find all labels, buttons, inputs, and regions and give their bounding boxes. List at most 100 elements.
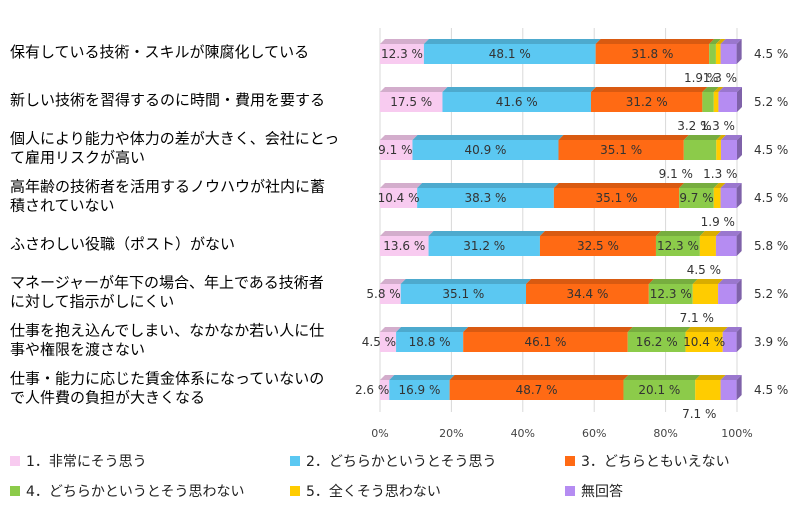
bar-segment-top [553,183,685,188]
bar-segment [400,284,527,304]
bar-segment-top [702,87,719,92]
data-label: 12.3 % [650,287,692,301]
data-label: 4.5 % [362,335,396,349]
bar-segment [442,92,591,112]
bar-side [736,183,742,208]
bar-segment [389,380,450,400]
legend-label: 1．非常にそう思う [26,454,147,470]
bar-segment [412,140,559,160]
bar-segment [720,140,737,160]
data-label: 12.3 % [657,239,699,253]
bar-segment [595,44,710,64]
data-label: 4.5 % [754,383,788,397]
legend-label: 3．どちらともいえない [581,454,730,470]
data-label: 1.3 % [703,71,737,85]
bar-segment-top [679,183,719,188]
legend-label: 5．全くそう思わない [306,483,441,500]
bar-segment-top [648,279,698,284]
category-label: 積されていない [10,197,115,215]
bar-segment-top [590,87,708,92]
category-label: 事や権限を渡さない [10,341,145,359]
category-label: マネージャーが年下の場合、年上である技術者 [10,274,324,292]
data-label: 3.2 % [677,119,711,133]
data-label: 1.3 % [703,167,737,181]
bar-segment-top [428,231,545,236]
legend-swatch [565,456,575,466]
legend-label: 2．どちらかというとそう思う [306,454,497,470]
bar-segment-top [720,39,742,44]
data-label: 35.1 % [600,143,642,157]
category-label: て雇用リスクが高い [10,149,145,167]
legend-label: 無回答 [581,483,623,500]
bar-segment [720,44,737,64]
bar-segment-top [380,183,423,188]
bar-segment [623,380,696,400]
bar-segment [692,284,719,304]
bar-side [737,135,742,160]
bar-segment-top [380,231,434,236]
data-label: 2.6 % [355,383,389,397]
bar-segment-top [423,39,601,44]
bar-segment-top [595,39,715,44]
bar-segment-top [442,87,596,92]
bar-segment-top [627,327,691,332]
bar-segment [683,140,717,160]
bar-segment [720,380,737,400]
bar-segment [590,92,703,112]
bar-segment-top [709,39,721,44]
bar-segment-top [718,279,742,284]
data-label: 40.9 % [465,143,507,157]
bar-side [737,87,742,112]
data-label: 7.1 % [682,407,716,421]
bar-segment-top [623,375,701,380]
bar-segment [380,44,424,64]
data-label: 5.2 % [754,95,788,109]
data-label: 31.8 % [631,47,673,61]
data-label: 31.2 % [626,95,668,109]
bar-segment [627,332,686,352]
data-label: 48.1 % [489,47,531,61]
data-label: 3.9 % [754,335,788,349]
bar-segment [380,380,390,400]
bar-segment-top [715,231,742,236]
data-label: 1.9 % [701,215,735,229]
category-label: 保有している技術・スキルが陳腐化している [10,43,309,61]
bar-segment-top [396,327,469,332]
data-label: 20.1 % [638,383,680,397]
bar-segment [526,284,649,304]
category-label: 仕事を抱え込んでしまい、なかなか若い人に仕 [10,322,324,340]
bar-segment-top [389,375,455,380]
data-label: 48.7 % [516,383,558,397]
bar-segment-top [722,327,742,332]
data-label: 4.5 % [754,47,788,61]
bar-segment [709,44,716,64]
bar-segment [685,332,723,352]
bar-segment [539,236,656,256]
data-label: 7.1 % [680,311,714,325]
bar-side [736,231,742,256]
gridlines [379,28,738,412]
data-label: 18.8 % [409,335,451,349]
bar-segment-top [417,183,559,188]
category-label: 個人により能力や体力の差が大きく、会社にとっ [10,130,339,148]
bar-segment-top [683,135,722,140]
legend-swatch [10,486,20,496]
bar-segment-top [720,375,742,380]
bar-segment [722,332,737,352]
data-label: 5.8 % [754,239,788,253]
bar-segment [380,140,413,160]
data-label: 4.5 % [754,143,788,157]
x-axis-ticks: 0% 20% 40% 60% 80% 100% [371,427,752,440]
data-label: 1.9 % [684,71,718,85]
data-label: 5.2 % [754,287,788,301]
x-tick-label: 20% [439,427,463,440]
bar-segment-top [716,135,726,140]
data-label: 31.2 % [463,239,505,253]
bar-segment-top [558,135,689,140]
data-label: 9.1 % [659,167,693,181]
category-label: に対して指示がしにくい [10,293,174,311]
bar-segment [380,188,418,208]
data-label: 10.4 % [683,335,725,349]
bar-segment [718,284,737,304]
